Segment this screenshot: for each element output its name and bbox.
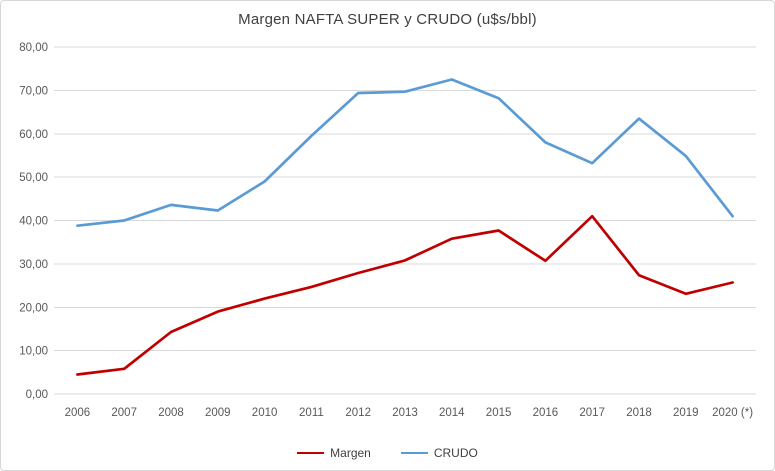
legend-line-swatch-margen bbox=[297, 451, 325, 455]
y-axis-tick-label: 10,00 bbox=[19, 346, 48, 358]
x-axis-tick-label: 2018 bbox=[626, 407, 652, 419]
y-axis-tick-label: 20,00 bbox=[19, 302, 48, 314]
x-axis-tick-label: 2013 bbox=[392, 407, 418, 419]
x-axis-tick-label: 2008 bbox=[158, 407, 184, 419]
y-axis-tick-label: 50,00 bbox=[19, 172, 48, 184]
x-axis-tick-label: 2017 bbox=[579, 407, 605, 419]
x-axis-tick-label: 2007 bbox=[111, 407, 137, 419]
series-line-crudo bbox=[76, 78, 734, 228]
chart-title: Margen NAFTA SUPER y CRUDO (u$s/bbl) bbox=[238, 11, 537, 28]
y-axis-tick-label: 40,00 bbox=[19, 216, 48, 228]
x-axis-tick-label: 2020 (*) bbox=[712, 407, 753, 419]
series-line-margen bbox=[76, 214, 734, 376]
y-axis-tick-label: 70,00 bbox=[19, 85, 48, 97]
legend-item-crudo: CRUDO bbox=[400, 446, 478, 460]
x-axis-tick-label: 2015 bbox=[486, 407, 512, 419]
x-axis-tick-label: 2012 bbox=[345, 407, 371, 419]
x-axis-tick-label: 2014 bbox=[439, 407, 465, 419]
x-axis-tick-label: 2016 bbox=[533, 407, 559, 419]
x-axis-tick-label: 2019 bbox=[673, 407, 699, 419]
x-axis-tick-label: 2009 bbox=[205, 407, 231, 419]
legend-item-margen: Margen bbox=[297, 446, 371, 460]
legend-label-margen: Margen bbox=[330, 446, 371, 460]
x-axis-tick-label: 2011 bbox=[299, 407, 324, 419]
y-axis-tick-label: 60,00 bbox=[19, 129, 48, 141]
legend: Margen CRUDO bbox=[1, 446, 774, 460]
legend-label-crudo: CRUDO bbox=[433, 446, 478, 460]
y-axis-tick-label: 80,00 bbox=[19, 42, 48, 54]
x-axis-tick-label: 2010 bbox=[252, 407, 278, 419]
y-axis-tick-label: 30,00 bbox=[19, 259, 48, 271]
y-axis-tick-label: 0,00 bbox=[26, 389, 48, 401]
legend-line-swatch-crudo bbox=[400, 451, 428, 455]
x-axis-tick-label: 2006 bbox=[65, 407, 91, 419]
